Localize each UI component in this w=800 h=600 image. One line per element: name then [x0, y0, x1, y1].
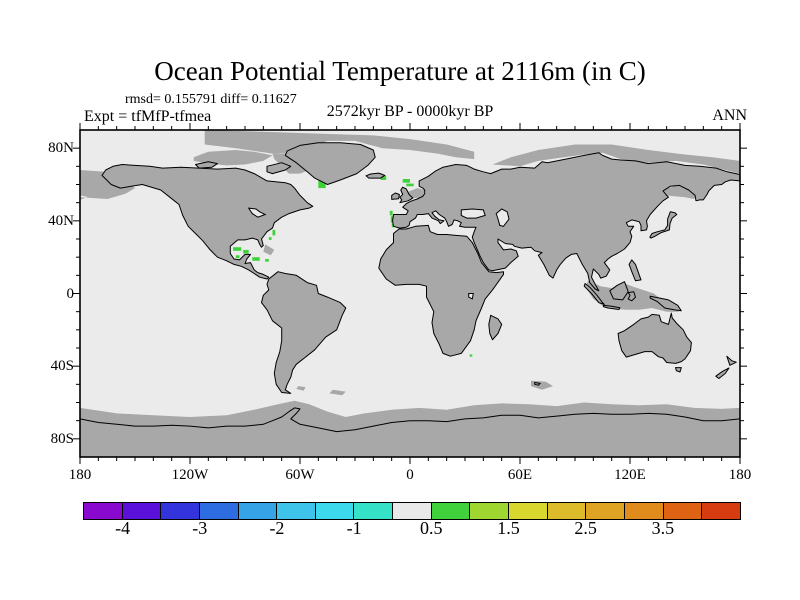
nodata-sea-patch — [329, 389, 346, 396]
world-map-svg — [73, 123, 747, 464]
colorbar-cell — [470, 503, 510, 519]
warm-anomaly-patch — [252, 257, 260, 261]
continent — [584, 284, 604, 305]
lat-tick-label: 0 — [66, 285, 75, 302]
lake — [496, 209, 509, 226]
nodata-sea-patch — [296, 386, 306, 391]
colorbar-label: -4 — [115, 518, 131, 538]
colorbar-cell — [702, 503, 740, 519]
continent — [650, 212, 677, 238]
warm-anomaly-patch — [268, 237, 272, 240]
continent — [535, 383, 541, 386]
colorbar-label: 1.5 — [497, 518, 520, 538]
colorbar-cell — [238, 503, 278, 519]
lon-tick-label: 180 — [68, 467, 92, 483]
lat-tick-label: 80N — [48, 140, 74, 157]
lon-tick-label: 180 — [728, 467, 752, 483]
warm-anomaly-patch — [469, 354, 473, 357]
continent — [80, 408, 740, 457]
warm-anomaly-patch — [402, 179, 410, 183]
continent — [400, 187, 413, 203]
colorbar-cell — [354, 503, 394, 519]
continent — [393, 153, 740, 291]
colorbar-cell — [315, 503, 355, 519]
lon-tick-label: 60E — [507, 467, 533, 483]
lake — [461, 209, 485, 218]
colorbar-cell — [663, 503, 703, 519]
nodata-sea-patch — [204, 130, 475, 160]
continent — [366, 173, 385, 178]
colorbar-label: -3 — [192, 518, 208, 538]
warm-anomaly-patch — [272, 229, 276, 236]
lon-tick-label: 60W — [285, 467, 315, 483]
lake — [469, 294, 474, 299]
continent — [628, 292, 635, 301]
continent — [267, 163, 291, 174]
colorbar-cell — [199, 503, 239, 519]
colorbar-label: 2.5 — [574, 518, 597, 538]
stats-line: rmsd= 0.155791 diff= 0.11627 — [125, 92, 297, 107]
colorbar-label: -2 — [269, 518, 285, 538]
colorbar-cell — [624, 503, 664, 519]
lat-tick-label: 40N — [48, 212, 74, 229]
colorbar-cell — [84, 503, 123, 519]
continent — [489, 315, 502, 340]
continent — [102, 165, 313, 280]
nodata-sea-patch — [492, 144, 740, 174]
colorbar-cell — [547, 503, 587, 519]
plot-title: Ocean Potential Temperature at 2116m (in… — [154, 56, 646, 86]
lon-tick-label: 120E — [614, 467, 646, 483]
continent — [716, 368, 729, 379]
season-label: ANN — [712, 107, 747, 124]
continent — [392, 193, 400, 199]
lon-tick-label: 0 — [406, 467, 414, 483]
continent — [676, 368, 682, 372]
colorbar-cell — [509, 503, 548, 519]
lat-tick-label: 80S — [50, 430, 74, 447]
lat-tick-label: 40S — [50, 358, 74, 375]
period-label: 2572kyr BP - 0000kyr BP — [326, 103, 494, 120]
warm-anomaly-patch — [389, 210, 393, 216]
continent — [603, 305, 620, 309]
lon-tick-label: 120W — [171, 467, 209, 483]
nodata-sea-patch — [193, 150, 273, 166]
colorbar-label: 0.5 — [420, 518, 443, 538]
continent — [610, 282, 628, 300]
warm-anomaly-patch — [406, 183, 414, 187]
colorbar-cell — [122, 503, 162, 519]
colorbar — [83, 502, 741, 520]
colorbar-label: -1 — [346, 518, 362, 538]
experiment-label: Expt = tfMfP-tfmea — [84, 108, 212, 125]
continent — [727, 356, 737, 365]
colorbar-cell — [277, 503, 316, 519]
nodata-sea-patch — [263, 244, 275, 256]
continent — [629, 260, 641, 281]
colorbar-cell — [586, 503, 625, 519]
warm-anomaly-patch — [265, 259, 269, 262]
continent — [262, 272, 346, 394]
colorbar-cell — [161, 503, 200, 519]
colorbar-label: 3.5 — [651, 518, 675, 538]
continent — [650, 296, 681, 311]
colorbar-cell — [393, 503, 432, 519]
continent — [285, 143, 375, 185]
continent — [196, 162, 218, 168]
warm-anomaly-patch — [243, 249, 249, 254]
world-map — [60, 110, 760, 490]
continent — [618, 313, 691, 363]
colorbar-cell — [431, 503, 471, 519]
lake — [249, 208, 266, 217]
continent — [379, 225, 504, 356]
warm-anomaly-patch — [233, 247, 242, 251]
warm-anomaly-patch — [235, 255, 240, 259]
